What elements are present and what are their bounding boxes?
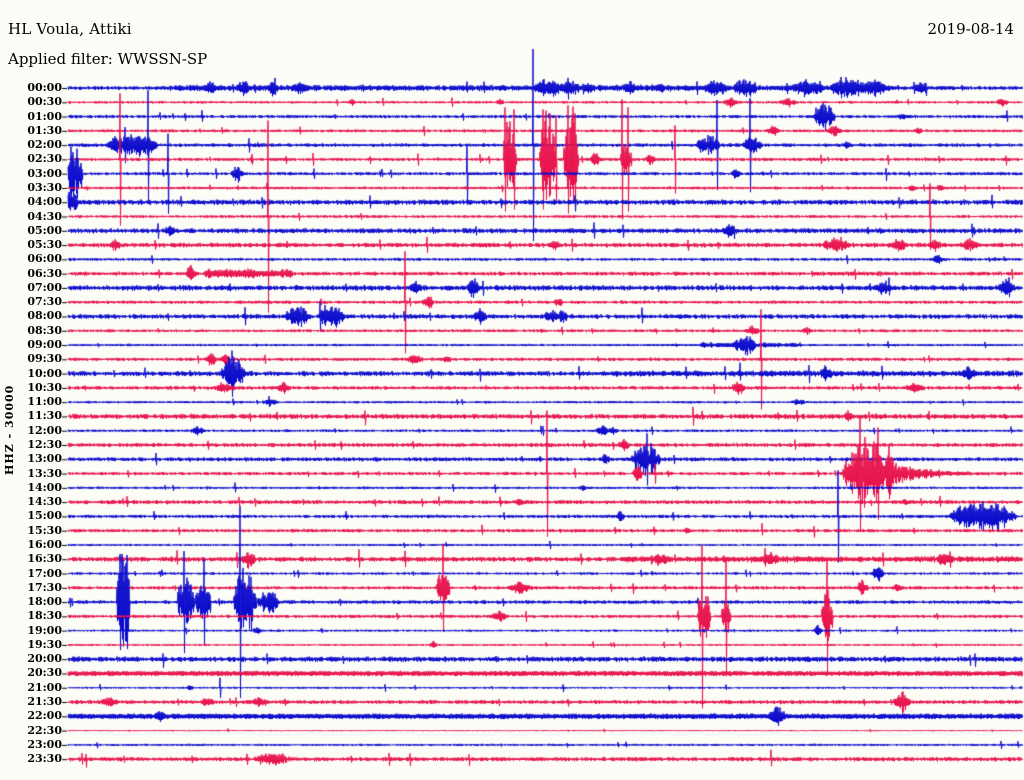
time-label-1930: 19:30: [27, 637, 62, 651]
time-label-2230: 22:30: [27, 723, 62, 737]
time-label-0230: 02:30: [27, 152, 62, 166]
time-label-0400: 04:00: [27, 195, 62, 209]
time-label-0700: 07:00: [27, 280, 62, 294]
filter-label: Applied filter: WWSSN-SP: [8, 50, 208, 68]
time-label-0730: 07:30: [27, 295, 62, 309]
time-label-1330: 13:30: [27, 466, 62, 480]
time-label-1230: 12:30: [27, 438, 62, 451]
time-label-1600: 16:00: [27, 537, 62, 551]
time-label-0030: 00:30: [27, 95, 62, 109]
time-label-2100: 21:00: [27, 680, 62, 694]
time-label-0430: 04:30: [27, 209, 62, 223]
time-label-2330: 23:30: [27, 752, 62, 766]
time-label-1130: 11:30: [27, 409, 62, 423]
time-label-0600: 06:00: [27, 252, 62, 266]
time-label-1530: 15:30: [27, 523, 62, 537]
time-label-1730: 17:30: [27, 580, 62, 594]
time-label-1400: 14:00: [27, 480, 62, 494]
time-label-1630: 16:30: [27, 552, 62, 566]
time-label-1200: 12:00: [27, 423, 62, 437]
time-label-2000: 20:00: [27, 652, 62, 666]
time-label-0530: 05:30: [27, 238, 62, 252]
time-label-0630: 06:30: [27, 266, 62, 280]
time-label-2300: 23:00: [27, 737, 62, 751]
time-label-2200: 22:00: [27, 709, 62, 723]
time-label-1900: 19:00: [27, 623, 62, 637]
time-label-0830: 08:30: [27, 323, 62, 337]
time-label-0100: 01:00: [27, 109, 62, 123]
time-label-0300: 03:00: [27, 166, 62, 180]
time-label-1700: 17:00: [27, 566, 62, 580]
station-title: HL Voula, Attiki: [8, 20, 132, 38]
time-label-1100: 11:00: [27, 395, 62, 409]
time-label-1030: 10:30: [27, 380, 62, 394]
time-label-1800: 18:00: [27, 595, 62, 609]
time-label-2030: 20:30: [27, 666, 62, 680]
time-label-0900: 09:00: [27, 338, 62, 352]
time-label-1430: 14:30: [27, 495, 62, 509]
time-label-0000: 00:00: [27, 81, 62, 94]
time-label-1000: 10:00: [27, 366, 62, 380]
time-label-0130: 01:30: [27, 123, 62, 137]
time-label-0330: 03:30: [27, 180, 62, 194]
time-label-1300: 13:00: [27, 452, 62, 466]
time-label-0200: 02:00: [27, 138, 62, 152]
time-label-0500: 05:00: [27, 223, 62, 237]
time-label-0930: 09:30: [27, 352, 62, 366]
time-label-0800: 08:00: [27, 309, 62, 323]
time-label-1500: 15:00: [27, 509, 62, 523]
time-label-1830: 18:30: [27, 609, 62, 623]
time-label-2130: 21:30: [27, 695, 62, 709]
date-label: 2019-08-14: [927, 20, 1014, 38]
